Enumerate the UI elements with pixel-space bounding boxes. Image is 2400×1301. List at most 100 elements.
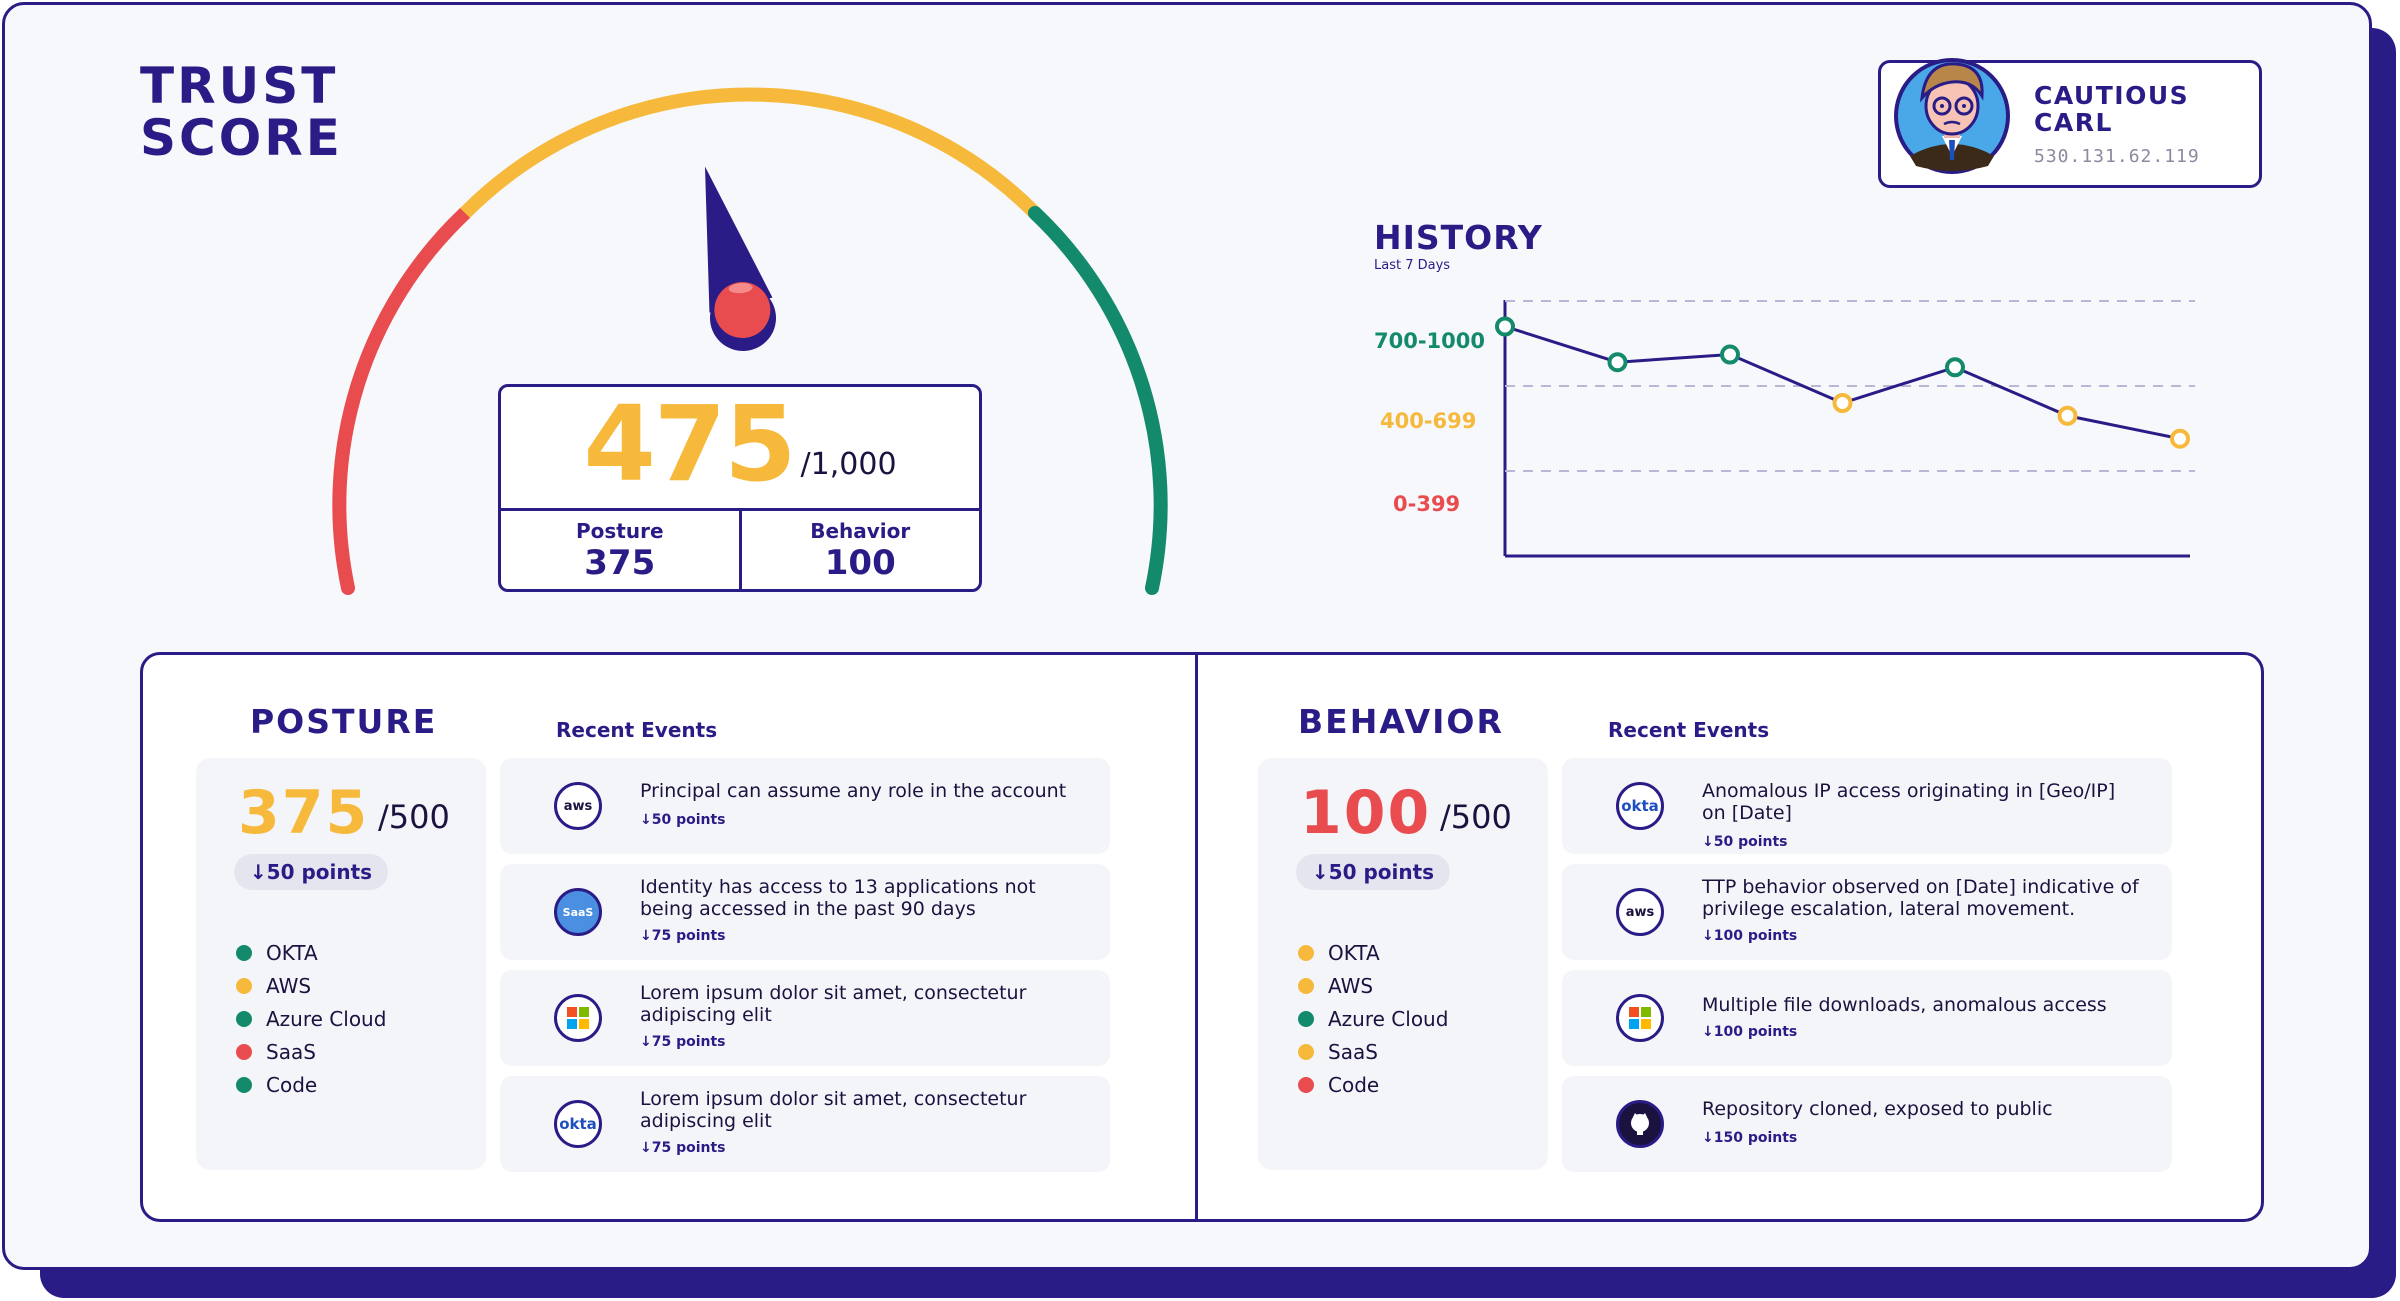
posture-source-list: OKTA AWS Azure Cloud SaaS Code [236,936,386,1101]
source-name: OKTA [1328,940,1380,965]
posture-event[interactable]: SaaS Identity has access to 13 applicati… [500,864,1110,960]
history-chart: 700-1000 400-699 0-399 [1374,300,2195,558]
posture-event[interactable]: Lorem ipsum dolor sit amet, consectetur … [500,970,1110,1066]
event-text: Lorem ipsum dolor sit amet, consectetur … [640,982,1027,1026]
user-name: CAUTIOUS CARL [2034,82,2189,136]
source-name: Azure Cloud [1328,1006,1449,1031]
behavior-score-cell: Behavior 100 [738,511,980,589]
history-point[interactable] [2057,405,2078,426]
history-point[interactable] [1607,352,1628,373]
behavior-event[interactable]: Repository cloned, exposed to public ↓15… [1562,1076,2172,1172]
source-name: SaaS [1328,1039,1378,1064]
okta-icon: okta [1616,782,1664,830]
event-text: Principal can assume any role in the acc… [640,780,1067,802]
band-label-low: 0-399 [1393,492,1460,516]
event-text: Identity has access to 13 applications n… [640,876,1036,920]
posture-source-item: Azure Cloud [236,1002,386,1035]
behavior-source-list: OKTA AWS Azure Cloud SaaS Code [1298,936,1448,1101]
posture-score-cell: Posture 375 [501,511,739,589]
posture-source-item: OKTA [236,936,386,969]
source-name: Azure Cloud [266,1006,387,1031]
event-points: ↓75 points [640,928,726,944]
behavior-event[interactable]: okta Anomalous IP access originating in … [1562,758,2172,854]
history-title: HISTORY [1374,218,1543,257]
avatar [1894,58,2010,174]
posture-source-item: SaaS [236,1035,386,1068]
status-dot [1298,977,1314,994]
behavior-recent-label: Recent Events [1608,718,1770,742]
needle-pointer [704,166,773,313]
page-title: TRUST SCORE [140,60,400,164]
history-point[interactable] [1720,344,1740,365]
posture-event[interactable]: aws Principal can assume any role in the… [500,758,1110,854]
behavior-source-item: AWS [1298,969,1448,1002]
event-points: ↓75 points [640,1140,726,1156]
gauge-needle [704,166,776,351]
history-point[interactable] [1495,316,1515,337]
status-dot [1298,1043,1314,1060]
band-label-mid: 400-699 [1380,409,1476,433]
source-name: AWS [266,973,312,998]
posture-value: 375 [584,543,656,583]
behavior-event[interactable]: Multiple file downloads, anomalous acces… [1562,970,2172,1066]
total-score: 475 [583,383,796,505]
status-dot [1298,944,1314,961]
behavior-score-max: /500 [1440,798,1512,836]
title-line-1: TRUST [140,57,339,115]
event-text: TTP behavior observed on [Date] indicati… [1702,876,2139,920]
status-dot [236,944,252,961]
history-subtitle: Last 7 Days [1374,258,1451,273]
source-name: AWS [1328,973,1374,998]
event-text: Repository cloned, exposed to public [1702,1098,2053,1120]
behavior-delta-badge: ↓50 points [1296,854,1450,890]
user-name-line-2: CARL [2034,108,2113,137]
event-points: ↓100 points [1702,1024,1798,1040]
history-point[interactable] [1832,393,1853,413]
title-line-2: SCORE [140,109,343,167]
status-dot [236,1043,252,1060]
history-line [1504,325,2181,441]
score-box: 475 /1,000 Posture 375 Behavior 100 [498,384,982,592]
history-point[interactable] [1945,357,1965,378]
status-dot [236,1076,252,1093]
microsoft-icon [554,994,602,1042]
history-point[interactable] [2170,428,2190,449]
posture-event[interactable]: okta Lorem ipsum dolor sit amet, consect… [500,1076,1110,1172]
posture-score-card: 375 /500 ↓50 points OKTA AWS Azure Cloud Sa… [196,758,486,1170]
behavior-title: BEHAVIOR [1298,702,1504,741]
gauge-arc-low [332,206,472,595]
event-text: Multiple file downloads, anomalous acces… [1702,994,2107,1016]
panel-divider [1195,652,1198,1222]
gauge-arc-high [1028,206,1168,595]
behavior-source-item: Azure Cloud [1298,1002,1448,1035]
behavior-source-item: Code [1298,1068,1448,1101]
status-dot [1298,1076,1314,1093]
behavior-source-item: OKTA [1298,936,1448,969]
user-ip: 530.131.62.119 [2034,146,2200,167]
status-dot [1298,1010,1314,1027]
posture-source-item: Code [236,1068,386,1101]
behavior-event[interactable]: aws TTP behavior observed on [Date] indi… [1562,864,2172,960]
okta-icon: okta [554,1100,602,1148]
needle-cap [714,282,771,339]
history-series [1495,316,2190,449]
posture-recent-label: Recent Events [556,718,718,742]
source-name: SaaS [266,1039,316,1064]
source-name: Code [1328,1072,1380,1097]
aws-icon: aws [554,782,602,830]
event-points: ↓100 points [1702,928,1798,944]
user-name-line-1: CAUTIOUS [2034,81,2190,110]
microsoft-icon [1616,994,1664,1042]
event-text: Anomalous IP access originating in [Geo/… [1702,780,2116,824]
posture-source-item: AWS [236,969,386,1002]
event-points: ↓150 points [1702,1130,1798,1146]
trust-gauge [332,87,1168,595]
posture-score: 375 [238,778,370,848]
band-label-high: 700-1000 [1374,329,1485,353]
needle-highlight [728,283,753,294]
event-text: Lorem ipsum dolor sit amet, consectetur … [640,1088,1027,1132]
event-points: ↓50 points [1702,834,1788,850]
posture-title: POSTURE [250,702,438,741]
status-dot [236,977,252,994]
behavior-value: 100 [824,543,896,583]
